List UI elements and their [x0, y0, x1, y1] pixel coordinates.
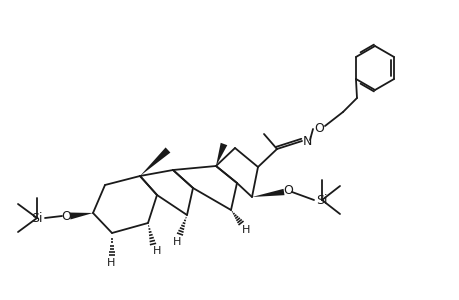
Polygon shape — [252, 189, 284, 197]
Text: O: O — [282, 184, 292, 197]
Text: H: H — [152, 246, 161, 256]
Text: H: H — [106, 258, 115, 268]
Text: Si: Si — [316, 194, 327, 206]
Text: H: H — [241, 225, 250, 235]
Text: O: O — [313, 122, 323, 134]
Text: Si: Si — [31, 212, 43, 224]
Polygon shape — [140, 147, 170, 176]
Text: N: N — [302, 134, 311, 148]
Polygon shape — [216, 143, 227, 166]
Text: O: O — [61, 209, 71, 223]
Polygon shape — [69, 212, 93, 220]
Text: H: H — [173, 237, 181, 247]
